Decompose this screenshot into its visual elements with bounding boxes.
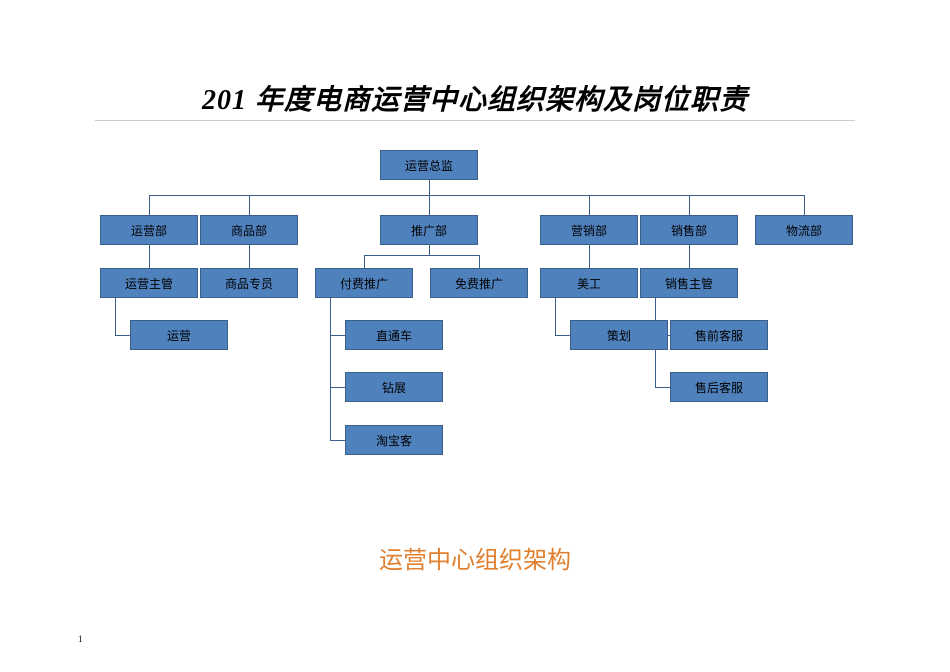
org-node-d3: 推广部 [380,215,478,245]
org-node-d6: 物流部 [755,215,853,245]
org-node-d5: 销售部 [640,215,738,245]
connector-line [479,255,480,268]
org-node-d3a1: 直通车 [345,320,443,350]
connector-line [589,195,590,215]
org-node-d2: 商品部 [200,215,298,245]
org-node-d3a3: 淘宝客 [345,425,443,455]
org-node-root: 运营总监 [380,150,478,180]
connector-line [364,255,365,268]
connector-line [429,180,430,195]
connector-line [364,255,479,256]
org-node-d1b: 运营 [130,320,228,350]
page-subtitle: 运营中心组织架构 [0,540,950,575]
org-node-d5a2: 售后客服 [670,372,768,402]
connector-line [804,195,805,215]
connector-line [330,387,345,388]
connector-line [589,245,590,268]
connector-line [149,245,150,268]
title-underline [95,120,855,121]
org-node-d3a2: 钻展 [345,372,443,402]
connector-line [330,440,345,441]
connector-line [689,245,690,268]
connector-line [115,335,130,336]
org-chart: 运营总监运营部商品部 推广部 营销部销售部物流部运营主管运营 商品专员付费推广免费推广… [0,150,950,500]
org-node-d1a: 运营主管 [100,268,198,298]
connector-line [115,298,116,335]
connector-line [249,245,250,268]
org-node-d3a: 付费推广 [315,268,413,298]
connector-line [655,387,670,388]
connector-line [555,298,556,335]
connector-line [330,298,331,440]
org-node-d3b: 免费推广 [430,268,528,298]
connector-line [689,195,690,215]
connector-line [149,195,804,196]
org-node-d4a: 美工 [540,268,638,298]
page-number: 1 [78,634,83,644]
org-node-d4: 营销部 [540,215,638,245]
connector-line [555,335,570,336]
org-node-d5a1: 售前客服 [670,320,768,350]
org-node-d4b: 策划 [570,320,668,350]
connector-line [429,195,430,215]
org-node-d1: 运营部 [100,215,198,245]
org-node-d5a: 销售主管 [640,268,738,298]
connector-line [330,335,345,336]
org-node-d2a: 商品专员 [200,268,298,298]
connector-line [429,245,430,255]
connector-line [249,195,250,215]
page-title: 201 年度电商运营中心组织架构及岗位职责 [0,78,950,118]
connector-line [149,195,150,215]
